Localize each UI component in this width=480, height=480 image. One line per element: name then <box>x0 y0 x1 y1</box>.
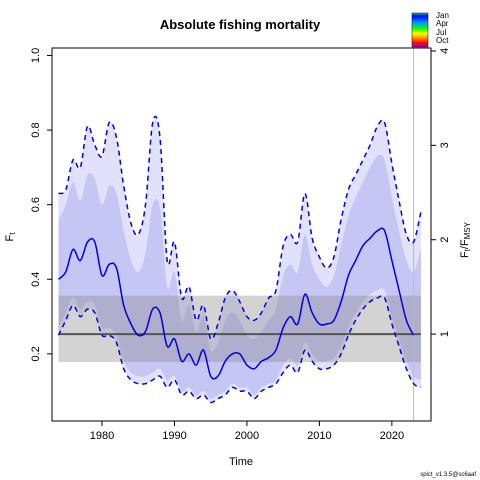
y2-axis: 1 2 3 4 <box>431 48 451 337</box>
month-color-bar <box>411 12 429 48</box>
month-color-legend: Jan Apr Jul Oct <box>411 11 449 48</box>
plot-frame <box>51 47 432 422</box>
legend-month-jan: Jan <box>436 11 449 20</box>
credit-text: spict_v1.3.5@sc6aaf <box>420 472 476 478</box>
y-axis: 0.2 0.4 0.6 0.8 1.0 <box>30 48 52 362</box>
x-tick-label: 2000 <box>235 430 259 442</box>
y-axis-label: Ft <box>4 232 17 242</box>
y-tick-label: 0.8 <box>30 122 42 137</box>
y2-axis-label: Ft/FMSY <box>459 221 472 258</box>
ci-lower-line <box>57 295 422 404</box>
y2-tick-label: 1 <box>439 331 451 337</box>
legend-month-apr: Apr <box>436 19 449 28</box>
chart-title: Absolute fishing mortality <box>160 17 321 32</box>
x-axis-label: Time <box>229 456 253 468</box>
y-tick-label: 0.4 <box>30 272 42 287</box>
estimate-line <box>57 227 415 380</box>
y2-tick-label: 2 <box>439 237 451 243</box>
y-tick-label: 0.2 <box>30 346 42 361</box>
y-tick-label: 1.0 <box>30 48 42 63</box>
legend-month-jul: Jul <box>436 28 446 37</box>
inner-band-fill <box>58 154 421 399</box>
x-tick-label: 1990 <box>162 430 186 442</box>
legend-month-oct: Oct <box>436 36 449 45</box>
x-tick-label: 1980 <box>90 430 114 442</box>
y2-tick-label: 3 <box>439 142 451 148</box>
y-tick-label: 0.6 <box>30 197 42 212</box>
x-tick-label: 2010 <box>307 430 331 442</box>
x-tick-label: 2020 <box>380 430 404 442</box>
y2-tick-label: 4 <box>439 48 451 54</box>
x-axis: 1980 1990 2000 2010 2020 <box>90 421 404 442</box>
